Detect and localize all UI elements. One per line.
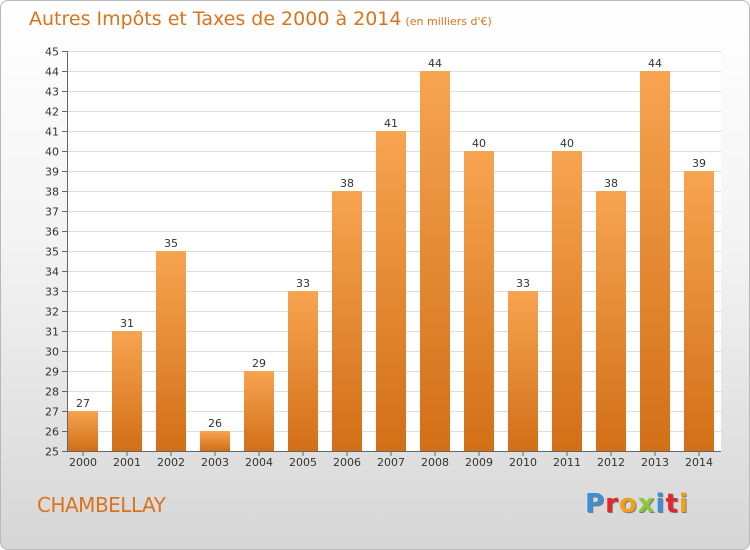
x-axis: 2000 2001 2002 2003 2004 2005 2006 2007 2008 2009… xyxy=(67,451,721,469)
logo-letter: o xyxy=(618,489,638,519)
bar-2007 xyxy=(376,131,406,451)
y-tick-label: 39 xyxy=(45,166,59,179)
chart-subtitle: (en milliers d'€) xyxy=(405,15,492,28)
y-tick-label: 32 xyxy=(45,306,59,319)
x-tick-label: 2010 xyxy=(509,456,537,469)
data-label-2013: 44 xyxy=(648,57,662,70)
bar-2005 xyxy=(288,291,318,451)
y-tick-label: 37 xyxy=(45,206,59,219)
x-tick-label: 2012 xyxy=(597,456,625,469)
y-tick-label: 43 xyxy=(45,86,59,99)
x-tick-label: 2001 xyxy=(113,456,141,469)
y-tick-label: 31 xyxy=(45,326,59,339)
x-tick-label: 2007 xyxy=(377,456,405,469)
data-label-2002: 35 xyxy=(164,237,178,250)
bar-2011 xyxy=(552,151,582,451)
data-label-2001: 31 xyxy=(120,317,134,330)
x-tick-label: 2011 xyxy=(553,456,581,469)
bar-2014 xyxy=(684,171,714,451)
data-label-2006: 38 xyxy=(340,177,354,190)
y-tick-label: 27 xyxy=(45,406,59,419)
bar-2000 xyxy=(68,411,98,451)
x-tick-label: 2002 xyxy=(157,456,185,469)
bar-2001 xyxy=(112,331,142,451)
logo-letter: x xyxy=(637,489,656,519)
bar-2004 xyxy=(244,371,274,451)
y-tick-label: 26 xyxy=(45,426,59,439)
data-label-2004: 29 xyxy=(252,357,266,370)
y-tick-label: 41 xyxy=(45,126,59,139)
bar-2013 xyxy=(640,71,670,451)
data-label-2010: 33 xyxy=(516,277,530,290)
proxiti-logo[interactable]: Proxiti xyxy=(585,489,689,519)
logo-letter: P xyxy=(585,489,606,519)
logo-letter: r xyxy=(605,489,619,519)
x-tick-label: 2013 xyxy=(641,456,669,469)
bar-2008 xyxy=(420,71,450,451)
data-label-2000: 27 xyxy=(76,397,90,410)
x-tick-label: 2014 xyxy=(685,456,713,469)
y-tick-label: 28 xyxy=(45,386,59,399)
chart-title: Autres Impôts et Taxes de 2000 à 2014 (en… xyxy=(29,8,492,30)
bar-2009 xyxy=(464,151,494,451)
x-tick-label: 2004 xyxy=(245,456,273,469)
y-tick-label: 25 xyxy=(45,446,59,459)
data-label-2003: 26 xyxy=(208,417,222,430)
y-tick-label: 30 xyxy=(45,346,59,359)
data-label-2007: 41 xyxy=(384,117,398,130)
y-tick-label: 40 xyxy=(45,146,59,159)
logo-letter: i xyxy=(655,489,666,519)
logo-letter: t xyxy=(665,489,679,519)
data-label-2014: 39 xyxy=(692,157,706,170)
bars xyxy=(68,71,714,451)
x-tick-label: 2006 xyxy=(333,456,361,469)
y-axis: 25 26 27 28 29 30 31 32 33 34 35 36 37 38 39 40 41 42 43 44… xyxy=(45,46,68,459)
commune-name: CHAMBELLAY xyxy=(37,493,166,517)
bar-2003 xyxy=(200,431,230,451)
x-tick-label: 2009 xyxy=(465,456,493,469)
data-label-2011: 40 xyxy=(560,137,574,150)
y-tick-label: 45 xyxy=(45,46,59,59)
data-labels: 27 31 35 26 29 33 38 41 44 40 33 40 38 44 39 xyxy=(76,57,706,430)
y-tick-label: 44 xyxy=(45,66,59,79)
bar-2012 xyxy=(596,191,626,451)
data-label-2009: 40 xyxy=(472,137,486,150)
bar-2006 xyxy=(332,191,362,451)
logo-letter: i xyxy=(678,489,689,519)
chart-title-text: Autres Impôts et Taxes de 2000 à 2014 xyxy=(29,8,402,30)
x-tick-label: 2008 xyxy=(421,456,449,469)
y-tick-label: 36 xyxy=(45,226,59,239)
bar-2002 xyxy=(156,251,186,451)
y-tick-label: 38 xyxy=(45,186,59,199)
data-label-2012: 38 xyxy=(604,177,618,190)
x-tick-label: 2005 xyxy=(289,456,317,469)
y-tick-label: 33 xyxy=(45,286,59,299)
data-label-2005: 33 xyxy=(296,277,310,290)
x-tick-label: 2000 xyxy=(69,456,97,469)
y-tick-label: 42 xyxy=(45,106,59,119)
y-tick-label: 34 xyxy=(45,266,59,279)
data-label-2008: 44 xyxy=(428,57,442,70)
bar-2010 xyxy=(508,291,538,451)
x-tick-label: 2003 xyxy=(201,456,229,469)
y-tick-label: 29 xyxy=(45,366,59,379)
y-tick-label: 35 xyxy=(45,246,59,259)
